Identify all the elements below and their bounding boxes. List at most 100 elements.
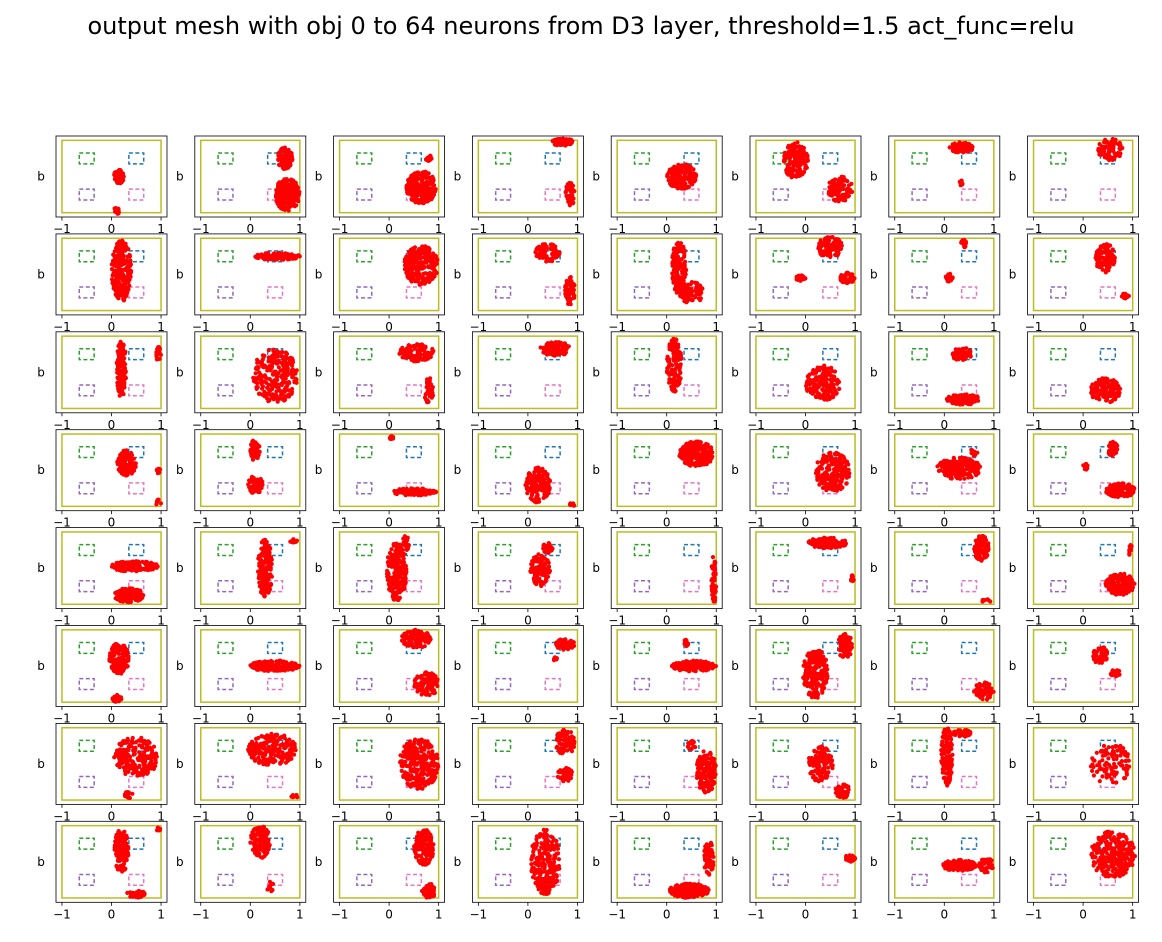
point — [421, 271, 426, 276]
point — [293, 182, 298, 187]
point — [416, 352, 421, 357]
x-tick-label: 0 — [246, 516, 254, 530]
region-bottom-left — [911, 188, 928, 201]
x-tick-label: 0 — [524, 222, 532, 236]
x-tick-label: −1 — [747, 222, 765, 236]
point — [122, 286, 127, 291]
point — [280, 146, 285, 151]
point — [254, 385, 259, 390]
point — [823, 389, 828, 394]
region-bottom-right — [128, 482, 145, 495]
point — [285, 366, 290, 371]
point — [966, 350, 972, 355]
x-tick-label: 0 — [802, 320, 810, 334]
region-top-left — [356, 250, 373, 263]
points-neuron-3 — [550, 136, 577, 208]
y-axis-label: b — [176, 463, 184, 477]
point — [250, 453, 255, 458]
point — [822, 381, 827, 386]
point — [423, 252, 428, 257]
point — [426, 390, 431, 395]
point — [675, 260, 680, 265]
region-top-left — [633, 250, 651, 263]
region-bottom-right — [1099, 286, 1117, 299]
subplot-neuron-9: −1 0 1b — [176, 233, 307, 334]
point — [543, 254, 548, 259]
points-neuron-27 — [523, 465, 577, 508]
y-axis-label: b — [1009, 170, 1017, 184]
boundary-square — [616, 335, 718, 410]
point — [827, 389, 832, 394]
point — [285, 194, 291, 199]
region-top-left — [494, 250, 512, 263]
point — [787, 145, 792, 150]
region-bottom-left — [1050, 188, 1067, 201]
point — [116, 382, 121, 387]
point — [674, 346, 679, 351]
point — [259, 485, 264, 490]
point — [414, 175, 419, 180]
point — [267, 256, 272, 261]
x-tick-label: −1 — [469, 418, 487, 432]
point — [670, 271, 675, 276]
point — [1089, 385, 1094, 390]
region-bottom-right — [544, 188, 561, 201]
region-top-left — [911, 348, 928, 361]
point — [849, 181, 854, 186]
point — [1097, 379, 1102, 384]
x-tick-label: 0 — [246, 320, 254, 334]
point — [388, 435, 393, 440]
region-top-right — [683, 152, 700, 165]
point — [676, 351, 681, 356]
point — [254, 443, 260, 448]
point — [677, 279, 683, 284]
point — [968, 354, 973, 359]
point — [427, 276, 432, 281]
x-tick-label: −1 — [469, 320, 487, 334]
point — [541, 495, 546, 500]
point — [671, 355, 676, 360]
point — [806, 377, 812, 382]
point — [788, 154, 793, 159]
point — [815, 365, 820, 370]
point — [113, 170, 118, 175]
region-bottom-left — [633, 384, 651, 397]
point — [683, 171, 689, 176]
subplot-neuron-17: −1 0 1b — [176, 331, 307, 432]
point — [549, 258, 554, 263]
point — [563, 292, 568, 297]
y-axis-label: b — [731, 170, 739, 184]
point — [674, 365, 679, 370]
point — [276, 396, 281, 401]
point — [428, 376, 433, 381]
boundary-square — [199, 139, 301, 214]
point — [794, 162, 799, 168]
region-bottom-right — [544, 286, 561, 299]
point — [116, 343, 121, 349]
point — [823, 395, 828, 400]
x-tick-label: 1 — [1129, 320, 1137, 334]
axes-frame — [194, 233, 307, 316]
point — [250, 490, 255, 495]
point — [799, 273, 805, 278]
boundary-square — [338, 335, 440, 410]
boundary-square — [338, 433, 440, 508]
point — [410, 487, 415, 492]
x-tick-label: 0 — [524, 320, 532, 334]
point — [686, 184, 692, 189]
point — [110, 273, 115, 278]
point — [798, 171, 803, 176]
subplot-neuron-19: −1 0 1b — [454, 331, 584, 432]
point — [290, 178, 295, 183]
points-neuron-16 — [114, 339, 163, 398]
point — [570, 291, 575, 296]
region-top-right — [822, 152, 839, 165]
points-neuron-9 — [253, 250, 302, 262]
point — [673, 169, 678, 175]
x-tick-label: 1 — [851, 418, 859, 432]
point — [1112, 151, 1117, 156]
point — [675, 274, 680, 279]
point — [406, 189, 411, 194]
point — [1121, 295, 1127, 300]
point — [430, 346, 435, 352]
